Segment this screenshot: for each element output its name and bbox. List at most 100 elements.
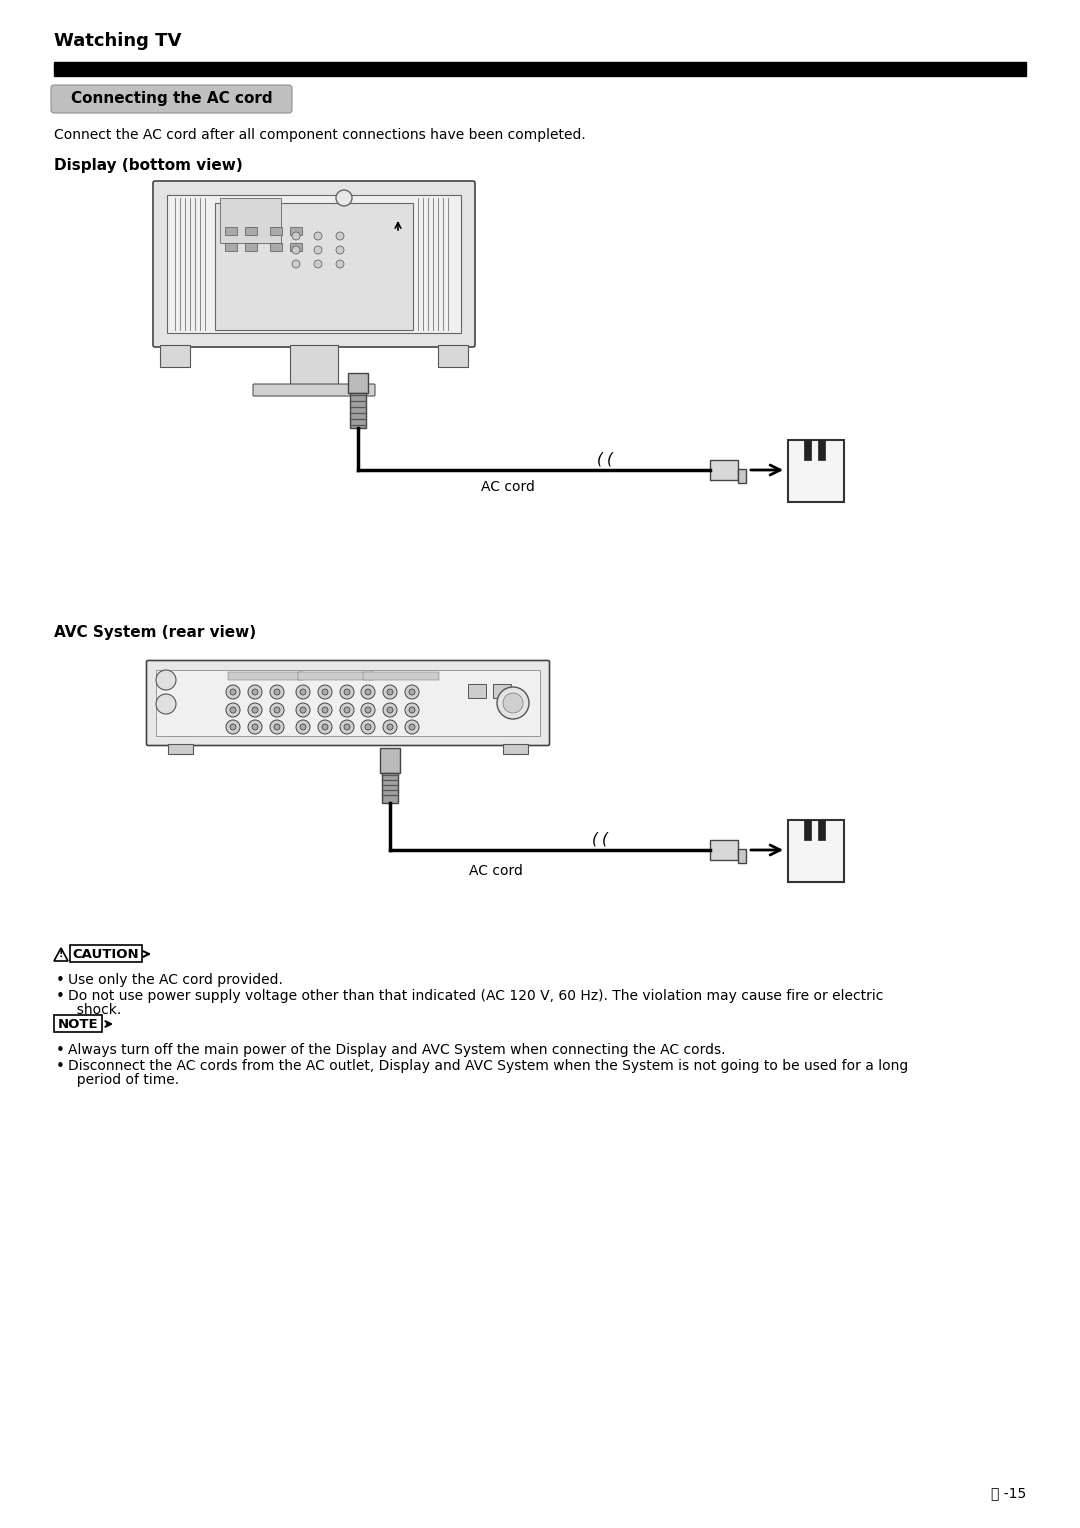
Text: (: ( [592,833,598,847]
Circle shape [405,685,419,698]
Bar [503,744,528,753]
Circle shape [387,707,393,714]
Circle shape [361,720,375,733]
Circle shape [365,724,372,730]
Text: AC cord: AC cord [481,480,535,494]
Circle shape [405,720,419,733]
Text: AVC System (rear view): AVC System (rear view) [54,625,256,640]
Bar [363,672,438,680]
Circle shape [252,724,258,730]
Circle shape [274,724,280,730]
Circle shape [387,689,393,695]
Circle shape [322,707,328,714]
Text: •: • [56,1044,65,1057]
Bar [245,228,257,235]
Bar [788,821,843,882]
FancyBboxPatch shape [51,86,292,113]
Circle shape [296,720,310,733]
Bar [291,243,302,251]
Circle shape [252,707,258,714]
Text: Connecting the AC cord: Connecting the AC cord [70,92,272,107]
FancyBboxPatch shape [153,180,475,347]
Circle shape [270,685,284,698]
Bar [70,944,141,963]
Bar [54,63,1026,76]
Circle shape [274,707,280,714]
Circle shape [340,685,354,698]
Circle shape [365,707,372,714]
FancyBboxPatch shape [147,660,550,746]
Bar [710,460,738,480]
Circle shape [365,689,372,695]
Circle shape [292,260,300,267]
Circle shape [336,232,345,240]
Circle shape [226,720,240,733]
Bar [804,440,811,460]
Bar [298,672,374,680]
Circle shape [270,703,284,717]
Text: Ⓢ -15: Ⓢ -15 [990,1487,1026,1500]
Circle shape [296,685,310,698]
Polygon shape [54,947,68,961]
Text: Watching TV: Watching TV [54,32,181,50]
Bar [215,203,413,330]
Circle shape [226,685,240,698]
Bar [492,685,511,698]
Circle shape [156,669,176,691]
Bar [228,672,303,680]
Circle shape [383,703,397,717]
Circle shape [230,707,237,714]
Text: Do not use power supply voltage other than that indicated (AC 120 V, 60 Hz). The: Do not use power supply voltage other th… [68,989,883,1002]
Text: Use only the AC cord provided.: Use only the AC cord provided. [68,973,283,987]
Circle shape [248,720,262,733]
Circle shape [230,724,237,730]
Circle shape [318,703,332,717]
Text: Always turn off the main power of the Display and AVC System when connecting the: Always turn off the main power of the Di… [68,1044,726,1057]
Circle shape [503,694,523,714]
Bar [160,345,190,367]
Circle shape [405,703,419,717]
Text: •: • [56,989,65,1004]
Circle shape [230,689,237,695]
Circle shape [409,724,415,730]
Circle shape [292,232,300,240]
Circle shape [226,703,240,717]
Circle shape [387,724,393,730]
Circle shape [314,232,322,240]
Circle shape [361,685,375,698]
Text: shock.: shock. [68,1002,121,1018]
Bar [291,228,302,235]
Bar [291,345,338,385]
Text: (: ( [607,452,613,468]
Bar [738,850,746,863]
Circle shape [274,689,280,695]
Circle shape [383,685,397,698]
Bar [788,440,843,503]
Bar [818,821,825,840]
Bar [156,669,540,736]
Circle shape [248,703,262,717]
Bar [380,749,400,773]
Bar [738,469,746,483]
Circle shape [270,720,284,733]
Text: CAUTION: CAUTION [72,947,139,961]
Bar [438,345,468,367]
Bar [350,393,366,428]
Bar [225,228,237,235]
Text: Disconnect the AC cords from the AC outlet, Display and AVC System when the Syst: Disconnect the AC cords from the AC outl… [68,1059,908,1073]
Circle shape [361,703,375,717]
Circle shape [292,246,300,254]
Circle shape [345,689,350,695]
Circle shape [252,689,258,695]
Circle shape [340,703,354,717]
Bar [804,821,811,840]
Bar [54,1015,102,1031]
FancyBboxPatch shape [253,384,375,396]
Text: (: ( [597,452,603,468]
Circle shape [336,189,352,206]
Bar [168,744,193,753]
Circle shape [300,724,306,730]
Text: •: • [56,973,65,989]
Bar [225,243,237,251]
Circle shape [248,685,262,698]
